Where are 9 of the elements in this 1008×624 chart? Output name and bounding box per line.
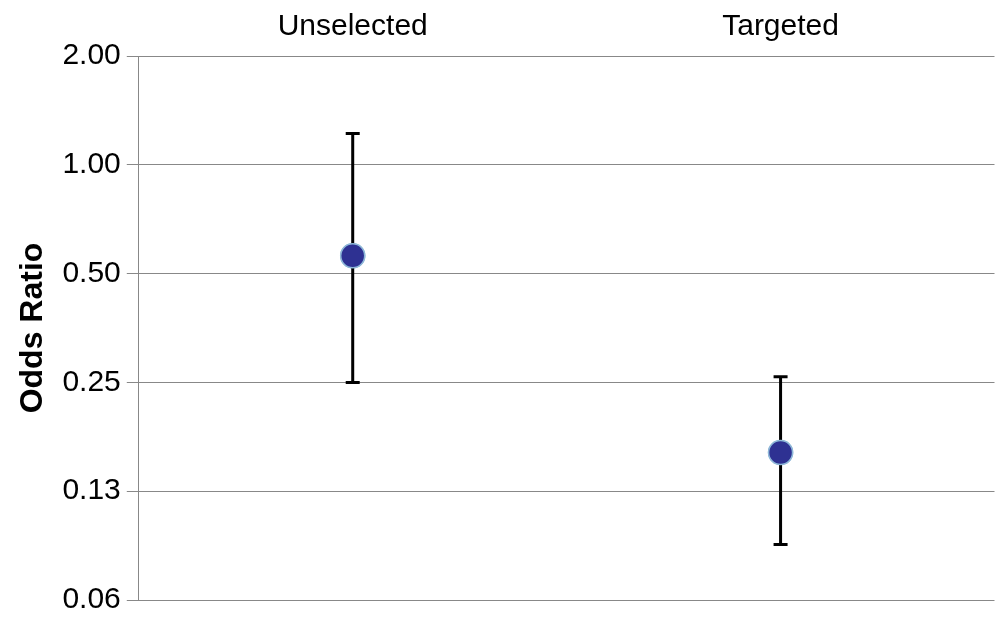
y-tick-label: 0.13: [62, 472, 121, 506]
x-tick-label: Targeted: [722, 8, 839, 42]
y-tick-label: 0.50: [62, 254, 121, 288]
y-tick-label: 0.06: [62, 581, 121, 615]
y-tick-label: 1.00: [62, 146, 121, 180]
y-tick-label: 2.00: [62, 37, 121, 71]
y-axis-title: Odds Ratio: [13, 242, 50, 414]
x-tick-label: Unselected: [277, 8, 428, 42]
y-tick-label: 0.25: [62, 363, 121, 397]
